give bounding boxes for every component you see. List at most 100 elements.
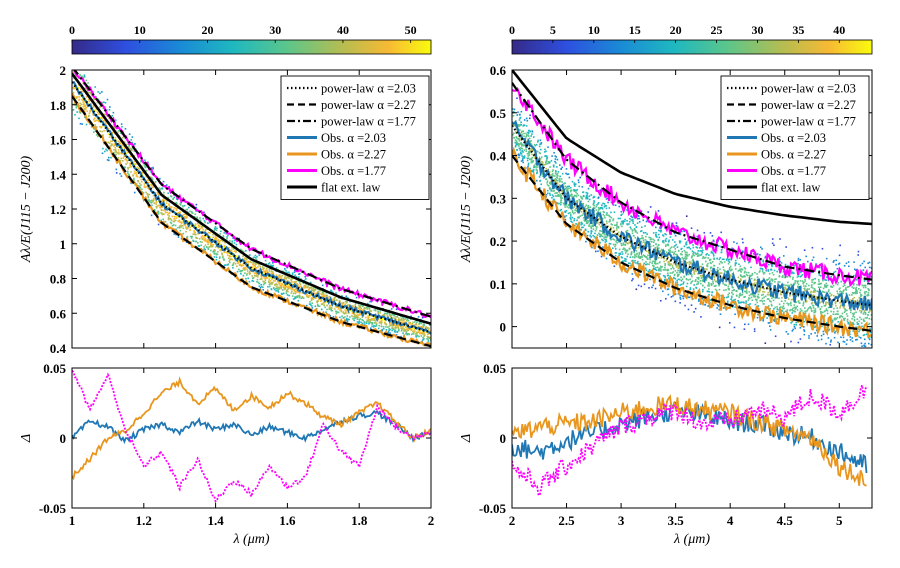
scatter-point bbox=[716, 303, 719, 306]
scatter-point bbox=[360, 307, 362, 310]
scatter-point bbox=[88, 112, 91, 115]
scatter-point bbox=[732, 289, 735, 292]
scatter-point bbox=[805, 255, 808, 258]
scatter-point bbox=[544, 163, 547, 165]
scatter-point bbox=[151, 199, 153, 202]
scatter-point bbox=[605, 238, 607, 241]
scatter-point bbox=[254, 266, 256, 268]
scatter-point bbox=[210, 245, 213, 248]
scatter-point bbox=[94, 86, 96, 88]
scatter-point bbox=[515, 136, 518, 138]
scatter-point bbox=[234, 259, 237, 262]
scatter-point bbox=[712, 282, 715, 285]
scatter-point bbox=[585, 194, 588, 197]
scatter-point bbox=[773, 244, 775, 247]
scatter-point bbox=[577, 194, 580, 197]
scatter-point bbox=[168, 204, 171, 207]
scatter-point bbox=[625, 241, 627, 244]
scatter-point bbox=[755, 298, 758, 301]
scatter-point bbox=[809, 305, 811, 308]
scatter-point bbox=[359, 309, 361, 312]
scatter-point bbox=[345, 301, 348, 304]
scatter-point bbox=[107, 141, 110, 144]
scatter-point bbox=[170, 195, 173, 198]
scatter-point bbox=[834, 323, 837, 326]
scatter-point bbox=[229, 261, 231, 264]
scatter-point bbox=[350, 305, 353, 307]
scatter-point bbox=[520, 123, 522, 126]
scatter-point bbox=[620, 210, 623, 213]
scatter-point bbox=[785, 275, 788, 278]
scatter-point bbox=[83, 76, 86, 78]
scatter-point bbox=[699, 250, 701, 252]
scatter-point bbox=[762, 272, 765, 275]
scatter-point bbox=[223, 247, 226, 249]
scatter-point bbox=[527, 162, 530, 165]
scatter-point bbox=[363, 321, 366, 323]
scatter-point bbox=[217, 250, 219, 253]
scatter-point bbox=[231, 242, 233, 244]
scatter-point bbox=[377, 312, 379, 315]
scatter-point bbox=[833, 307, 835, 310]
scatter-point bbox=[237, 262, 240, 264]
scatter-point bbox=[691, 275, 693, 278]
scatter-point bbox=[528, 137, 531, 140]
scatter-point bbox=[730, 295, 733, 298]
scatter-point bbox=[283, 283, 285, 285]
scatter-point bbox=[214, 227, 216, 230]
scatter-point bbox=[201, 238, 204, 240]
scatter-point bbox=[812, 291, 815, 293]
scatter-point bbox=[606, 197, 609, 200]
scatter-point bbox=[744, 260, 746, 263]
scatter-point bbox=[333, 296, 336, 299]
scatter-point bbox=[207, 248, 210, 250]
scatter-point bbox=[300, 285, 302, 288]
scatter-point bbox=[222, 235, 225, 237]
scatter-point bbox=[298, 285, 301, 288]
scatter-point bbox=[253, 256, 255, 259]
scatter-point bbox=[373, 322, 376, 324]
scatter-point bbox=[612, 238, 614, 240]
scatter-point bbox=[636, 252, 638, 255]
scatter-point bbox=[291, 272, 294, 274]
scatter-point bbox=[294, 288, 297, 290]
scatter-point bbox=[89, 91, 92, 94]
scatter-point bbox=[151, 184, 153, 187]
scatter-point bbox=[611, 247, 614, 250]
scatter-point bbox=[260, 274, 262, 277]
scatter-point bbox=[601, 208, 604, 210]
scatter-point bbox=[270, 277, 272, 279]
scatter-point bbox=[675, 243, 677, 246]
scatter-point bbox=[690, 227, 693, 230]
scatter-point bbox=[857, 250, 860, 253]
scatter-point bbox=[160, 187, 162, 190]
scatter-point bbox=[685, 285, 688, 288]
scatter-point bbox=[680, 283, 683, 286]
scatter-point bbox=[842, 336, 845, 339]
scatter-point bbox=[616, 242, 619, 244]
scatter-point bbox=[100, 119, 103, 122]
scatter-point bbox=[195, 203, 198, 206]
scatter-point bbox=[632, 259, 634, 262]
scatter-point bbox=[669, 247, 672, 250]
scatter-point bbox=[252, 257, 255, 259]
scatter-point bbox=[790, 340, 792, 343]
scatter-point bbox=[808, 284, 810, 287]
scatter-point bbox=[779, 238, 781, 240]
scatter-point bbox=[361, 316, 364, 318]
scatter-point bbox=[307, 285, 309, 288]
scatter-point bbox=[594, 232, 596, 235]
scatter-point bbox=[820, 275, 822, 277]
scatter-point bbox=[530, 157, 533, 160]
scatter-point bbox=[201, 235, 204, 237]
scatter-point bbox=[756, 276, 759, 278]
scatter-point bbox=[405, 331, 408, 334]
scatter-point bbox=[404, 318, 407, 320]
scatter-point bbox=[852, 274, 855, 277]
scatter-point bbox=[727, 296, 730, 298]
scatter-point bbox=[795, 301, 797, 304]
scatter-point bbox=[706, 268, 708, 270]
scatter-point bbox=[551, 175, 554, 178]
scatter-point bbox=[624, 257, 626, 260]
scatter-point bbox=[356, 307, 359, 309]
